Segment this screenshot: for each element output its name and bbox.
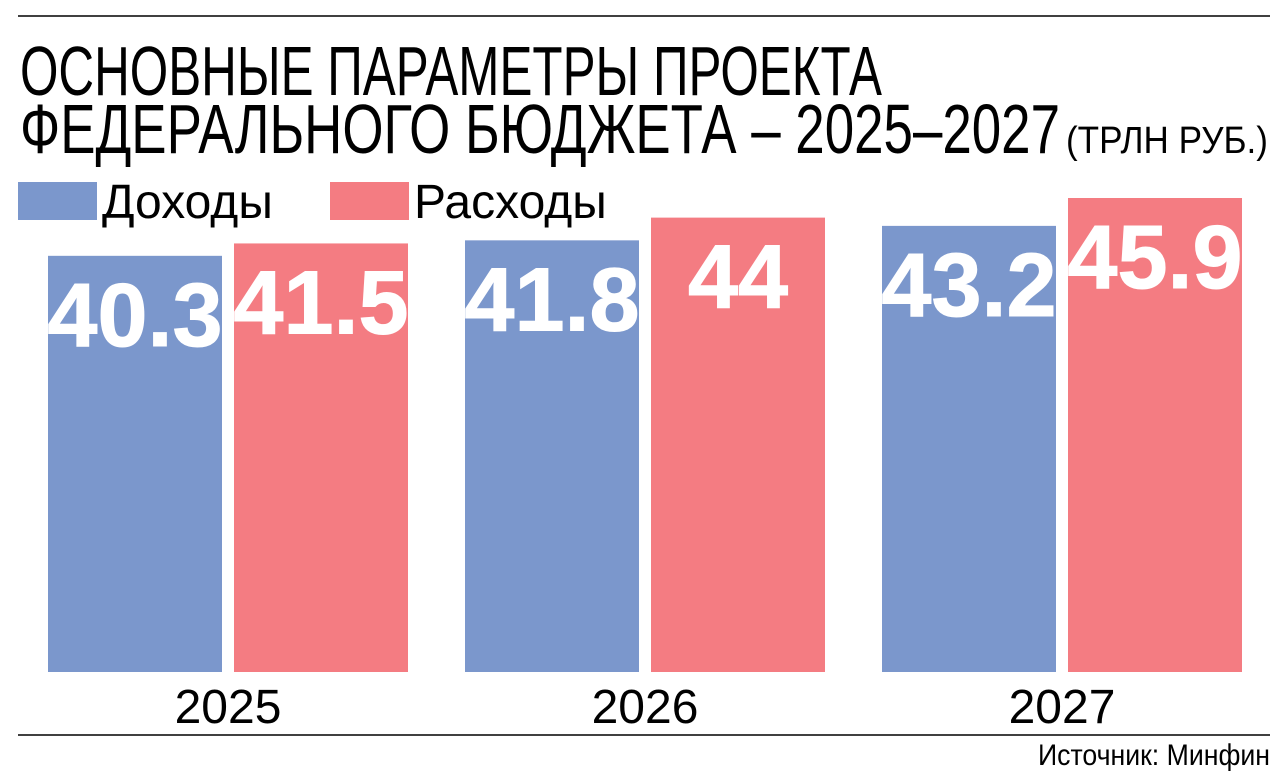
value-label: 40.3 [47,266,222,366]
source: Источник: Минфин [1038,739,1270,772]
bar [465,240,639,672]
chart-title: ФЕДЕРАЛЬНОГО БЮДЖЕТА – 2025–2027 [20,90,1060,168]
x-tick-label: 2026 [592,681,699,734]
bar [882,225,1056,672]
bar [651,217,825,672]
bar [48,255,222,672]
legend-swatch [330,182,409,220]
value-label: 41.8 [464,250,639,350]
chart-title: ОСНОВНЫЕ ПАРАМЕТРЫ ПРОЕКТА [20,32,882,110]
x-tick-label: 2027 [1009,681,1116,734]
value-label: 44 [688,228,788,328]
unit-label: (ТРЛН РУБ.) [1066,120,1268,162]
legend-label: Доходы [102,176,273,229]
value-label: 43.2 [881,236,1056,336]
bar [1068,198,1242,672]
value-label: 45.9 [1067,208,1242,308]
value-label: 41.5 [233,253,408,353]
bar [234,243,408,672]
legend-label: Расходы [414,176,607,229]
x-tick-label: 2025 [175,681,282,734]
legend-swatch [18,182,97,220]
